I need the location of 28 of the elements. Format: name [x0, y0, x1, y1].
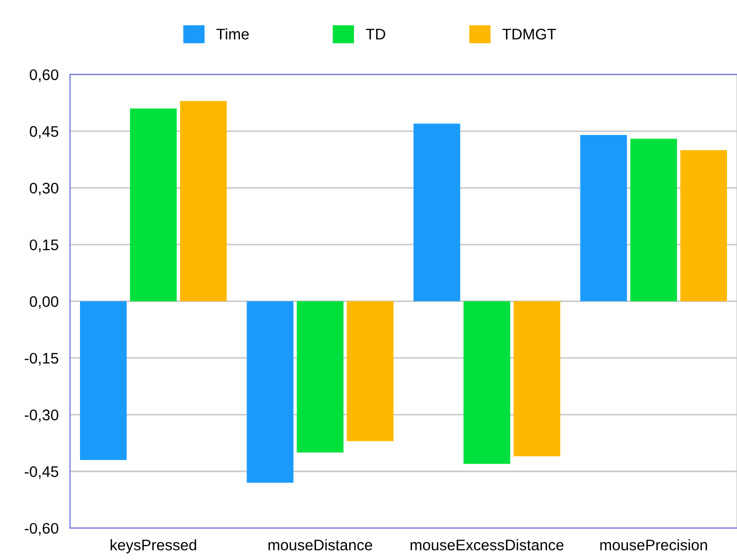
legend-label: TDMGT: [502, 28, 556, 40]
x-tick-label: mouseDistance: [268, 539, 372, 550]
bar: [630, 138, 677, 302]
x-tick-label: mousePrecision: [600, 539, 707, 550]
bar: [680, 150, 727, 302]
y-tick-label: 0,60: [30, 69, 58, 82]
y-tick-label: -0,30: [24, 410, 58, 422]
y-tick-label: -0,15: [24, 352, 58, 366]
y-tick-label: -0,60: [24, 522, 58, 536]
bar: [80, 301, 127, 460]
legend-label: Time: [216, 28, 249, 40]
bar: [130, 108, 177, 302]
legend-label: TD: [366, 28, 386, 40]
bar: [296, 301, 344, 452]
bar: [464, 301, 510, 464]
bar: [346, 301, 394, 442]
x-tick-label: mouseExcessDistance: [410, 539, 564, 550]
y-tick-label: 0,30: [30, 182, 58, 196]
bar: [246, 301, 294, 483]
y-tick-label: 0,45: [30, 126, 58, 139]
y-tick-label: -0,45: [24, 466, 58, 479]
x-tick-label: keysPressed: [110, 539, 196, 554]
bar: [580, 134, 627, 302]
y-tick-label: 0,15: [30, 239, 58, 252]
bar: [414, 124, 460, 302]
bar: [180, 100, 227, 302]
bar: [514, 301, 560, 456]
y-tick-label: 0,00: [30, 296, 58, 309]
